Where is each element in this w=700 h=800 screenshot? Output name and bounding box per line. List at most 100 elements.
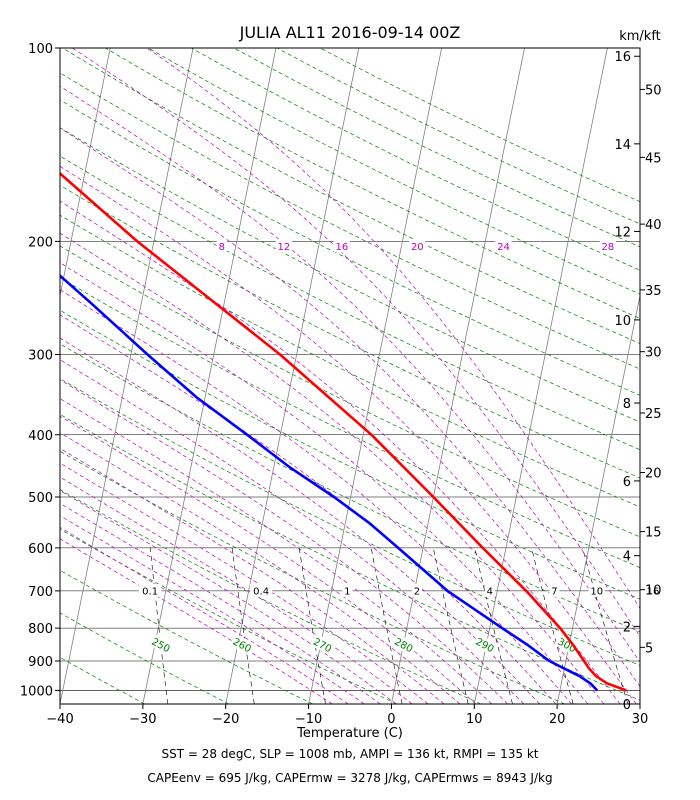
moist-adiabat-line [60,165,637,704]
dry-adiabat-line [60,245,640,538]
moist-adiabat-line [60,462,429,704]
label-halo [588,583,605,597]
x-tick-label: 30 [632,712,649,727]
dry-adiabat-line [105,48,640,319]
dry-adiabat-line [60,127,640,423]
kft-tick-label: 45 [645,151,662,166]
dry-adiabat-line [60,413,640,701]
label-halo [249,583,273,597]
y-tick-label: 700 [28,585,53,600]
background-line-label: 16 [647,586,660,597]
km-tick-label: 0 [623,698,631,713]
isotherm-line [556,293,640,704]
background-line-label: 7 [551,586,557,597]
label-halo [644,583,662,597]
moist-adiabat-line [60,415,477,704]
label-halo [599,239,617,253]
kft-tick-label: 40 [645,218,662,233]
background-line-label: 28 [602,242,615,253]
temperature-profile-line [60,171,627,692]
label-halo [216,239,227,253]
kft-tick-label: 5 [645,641,653,656]
moist-adiabat-line [60,232,605,704]
background-line-label: 10 [590,586,603,597]
km-tick-label: 8 [623,397,631,412]
y-tick-label: 200 [28,235,53,250]
background-line-label: 12 [278,242,291,253]
dry-adiabat-line [60,277,640,569]
isotherm-line [60,48,194,704]
dry-adiabat-line [60,309,640,600]
kft-tick-label: 35 [645,284,662,299]
mixing-ratio-line [231,547,255,704]
mixing-ratio-line [150,547,168,704]
label-halo [554,633,581,656]
isotherm-line [225,48,360,704]
km-tick-label: 2 [623,620,631,635]
label-halo [391,633,418,656]
dry-adiabat-line [60,489,481,704]
moist-adiabat-line [60,289,572,704]
background-line-label: 2 [414,586,420,597]
dry-adiabat-line [60,343,640,633]
x-tick-label: −30 [129,712,156,727]
axes: −40 −30 −20 −10 0 10 20 30100200300400500600700… [20,42,662,727]
moist-adiabat-line [60,432,461,704]
dry-adiabat-line [148,48,640,295]
label-halo [409,239,426,253]
background-line-label: 1 [344,586,350,597]
y-tick-label: 500 [28,491,53,506]
y-tick-label: 300 [28,348,53,363]
dry-adiabat-line [62,48,640,344]
moist-adiabat-line [60,502,381,704]
label-halo [549,583,560,597]
background-line-label: 16 [336,242,349,253]
y-tick-label: 100 [28,42,53,57]
background-line-label: 0.4 [253,586,269,597]
label-halo [484,583,495,597]
dry-adiabat-line [60,378,640,666]
label-halo [411,583,422,597]
moist-adiabat-line [72,48,640,637]
y-tick-label: 800 [28,622,53,637]
moist-adiabat-line [60,262,589,704]
moist-adiabat-line [60,359,524,704]
kft-tick-label: 50 [645,83,662,98]
isotherm-line [639,701,640,704]
km-tick-label: 16 [614,50,631,65]
background-line-label: 8 [219,242,225,253]
y-tick-label: 600 [28,542,53,557]
mixing-ratio-line [433,547,469,704]
moist-adiabat-line [60,515,365,704]
kft-tick-label: 15 [645,526,662,541]
isotherm-line [60,48,111,298]
kft-tick-label: 20 [645,467,662,482]
km-tick-label: 12 [614,225,631,240]
moist-adiabat-line [60,447,445,704]
x-tick-label: −10 [295,712,322,727]
background-line-label: 0.1 [142,586,158,597]
label-halo [309,633,336,656]
background-line-label: 20 [411,242,424,253]
isotherm-line [308,48,443,704]
background-line-label: 4 [487,586,493,597]
label-halo [342,583,353,597]
info-line-1: SST = 28 degC, SLP = 1008 mb, AMPI = 136… [161,747,538,761]
dry-adiabat-line [60,450,565,704]
isotherm-line [391,48,525,704]
km-tick-label: 10 [614,314,631,329]
moist-adiabat-line [60,85,640,663]
moist-adiabat-line [60,127,640,688]
moist-adiabat-line [60,200,621,704]
dry-adiabat-line [60,214,640,508]
km-tick-label: 4 [623,550,631,565]
x-tick-label: 10 [466,712,483,727]
km-tick-label: 6 [623,475,631,490]
sounding-profiles [60,171,627,692]
isotherm-line [473,48,608,704]
mixing-ratio-line [582,547,629,704]
dry-adiabat-line [60,612,229,704]
x-tick-label: −20 [212,712,239,727]
